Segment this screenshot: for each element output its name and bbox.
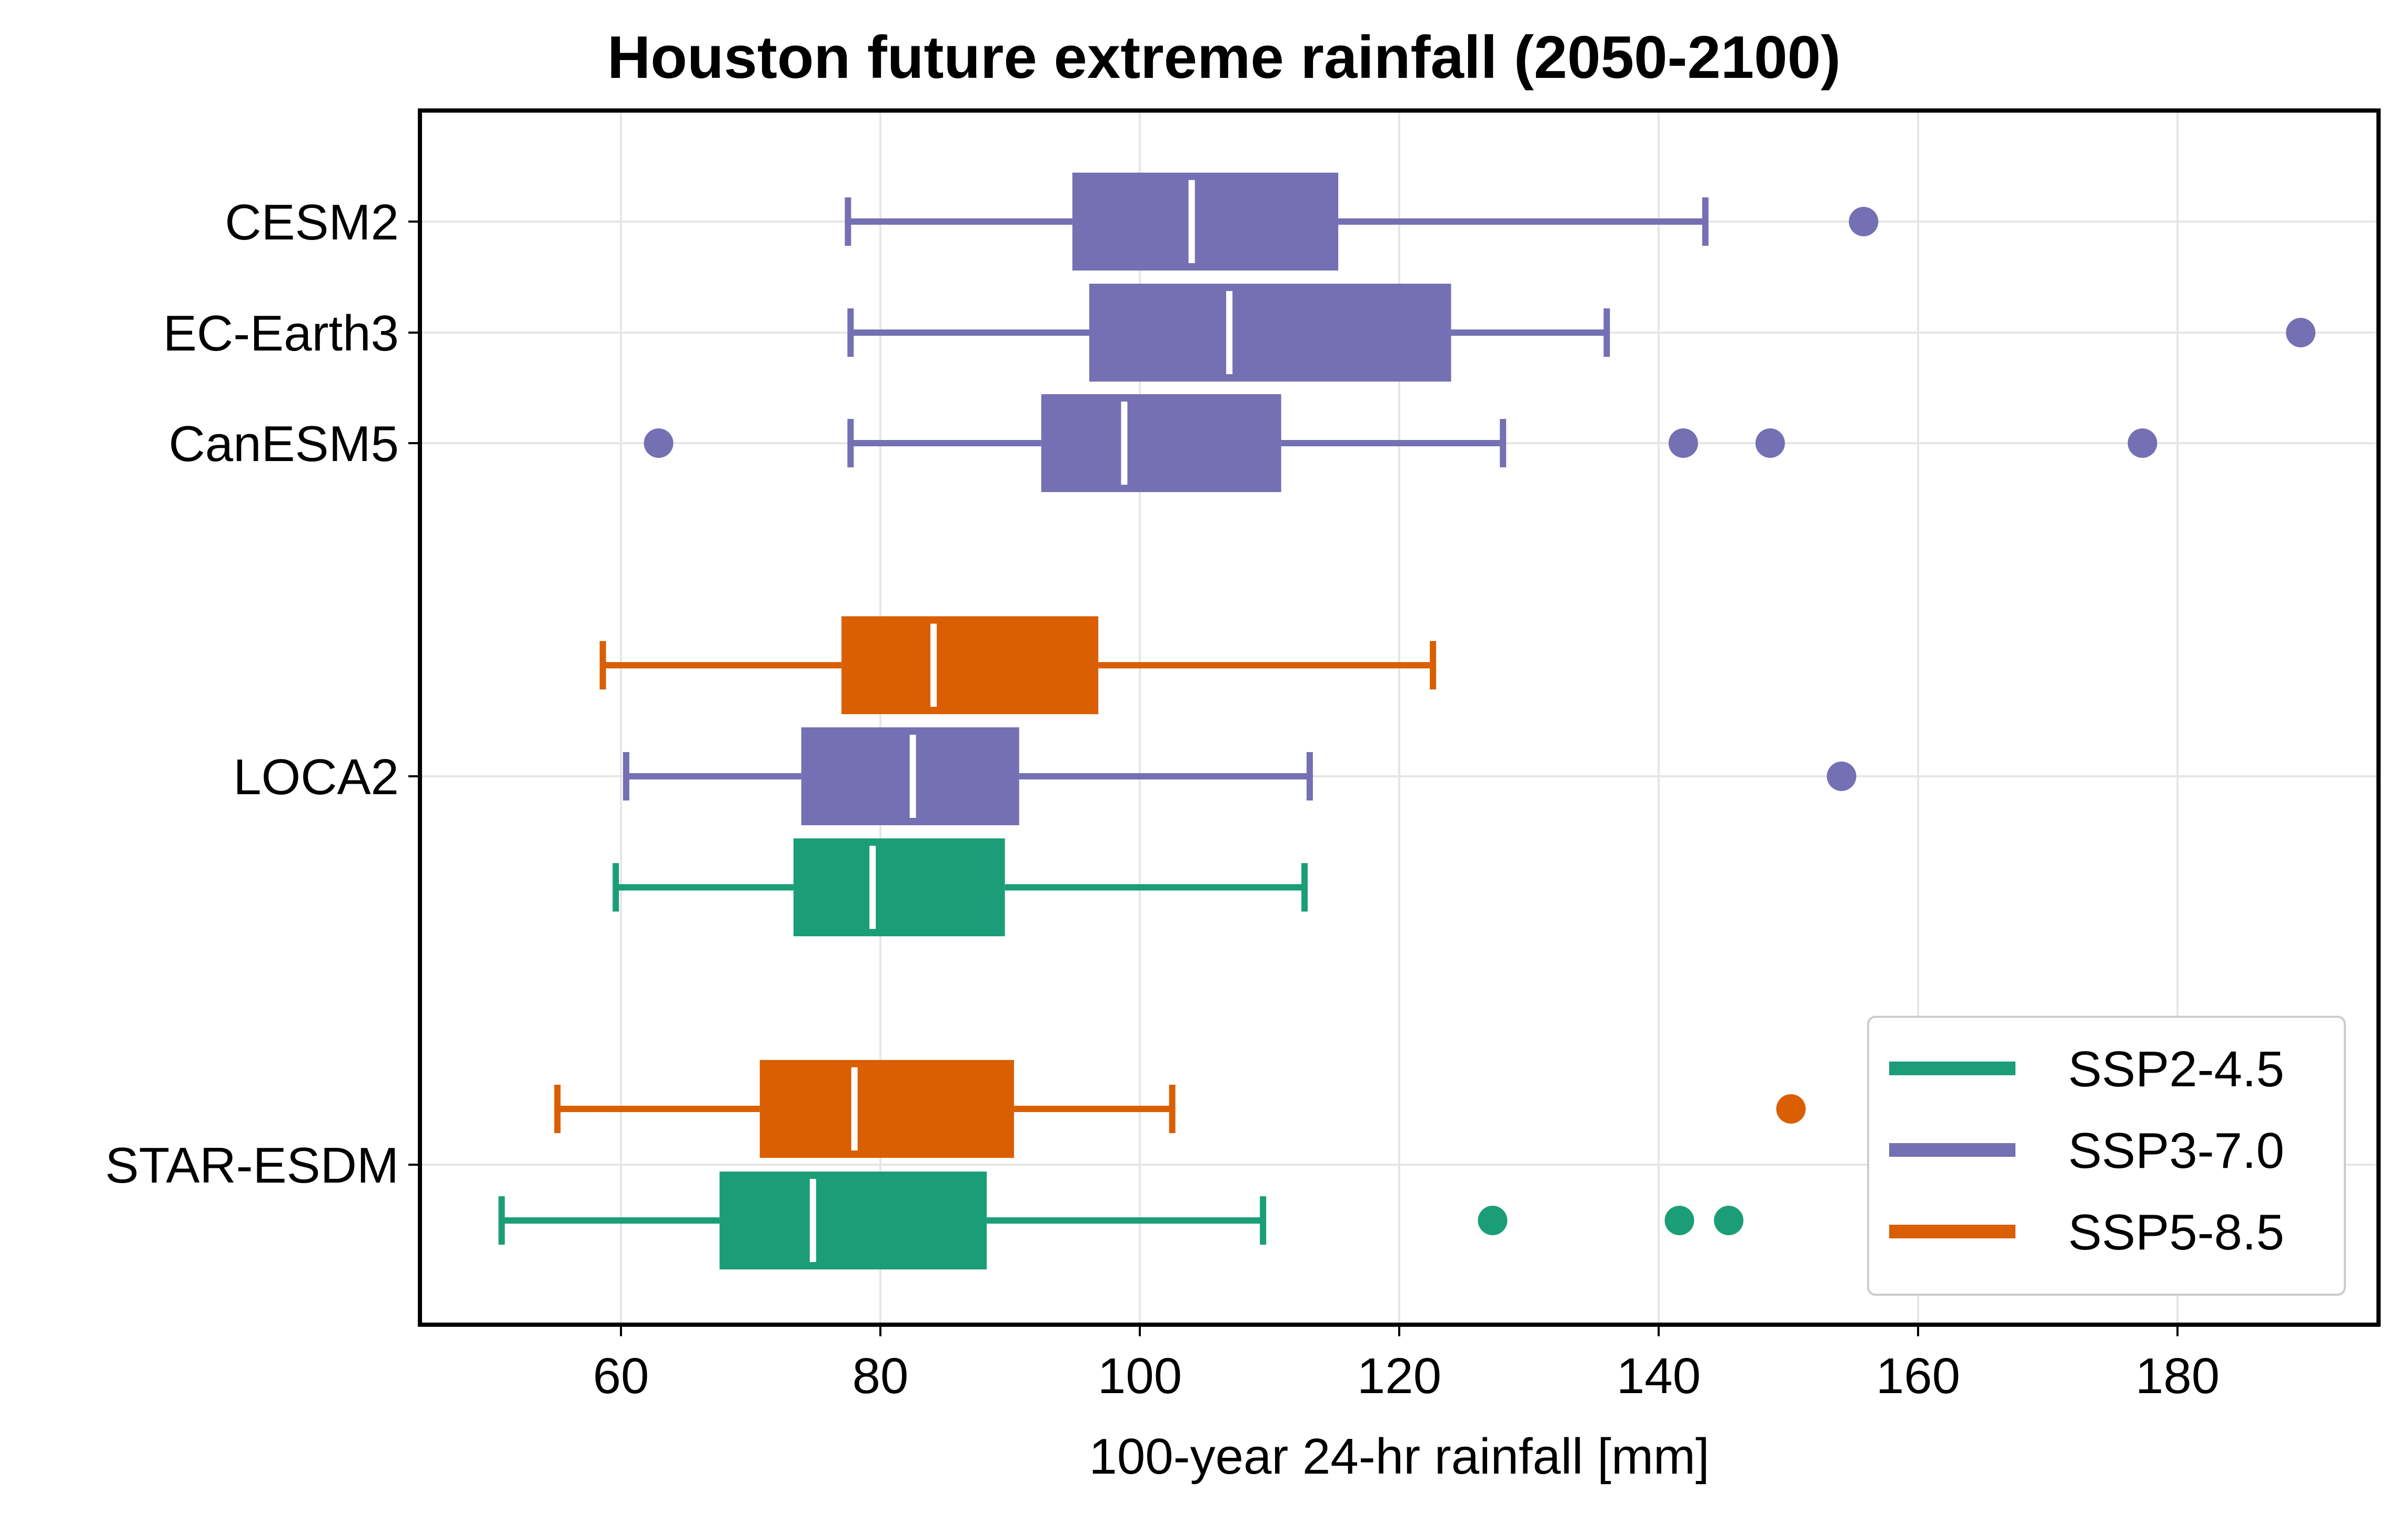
outlier-cesm2-ssp3-7-0-0 bbox=[1849, 207, 1879, 236]
legend: SSP2-4.5 SSP3-7.0 SSP5-8.5 bbox=[1867, 1016, 2346, 1296]
y-tick-label-star-esdm: STAR-ESDM bbox=[105, 1137, 399, 1194]
outlier-star-esdm-ssp2-4-5-2 bbox=[1714, 1206, 1744, 1235]
x-tick-label-140: 140 bbox=[1617, 1348, 1701, 1404]
iqr-box-star-esdm-ssp2-4-5 bbox=[719, 1172, 987, 1269]
outlier-canesm5-ssp3-7-0-0 bbox=[644, 428, 674, 458]
x-tick-label-120: 120 bbox=[1357, 1348, 1441, 1404]
legend-label-ssp5-8-5: SSP5-8.5 bbox=[2068, 1204, 2284, 1260]
x-tick-label-60: 60 bbox=[593, 1348, 649, 1404]
box-loca2-ssp2-4-5 bbox=[613, 838, 1308, 936]
y-tick-label-loca2: LOCA2 bbox=[233, 749, 399, 805]
outlier-star-esdm-ssp2-4-5-0 bbox=[1478, 1206, 1508, 1235]
outlier-canesm5-ssp3-7-0-2 bbox=[1755, 428, 1785, 458]
y-axis-ticks: CESM2 EC-Earth3 CanESM5 LOCA2 STAR-ESDM bbox=[105, 194, 420, 1194]
iqr-box-star-esdm-ssp5-8-5 bbox=[759, 1060, 1014, 1158]
y-tick-label-ec-earth3: EC-Earth3 bbox=[163, 305, 399, 362]
box-star-esdm-ssp5-8-5 bbox=[554, 1060, 1806, 1158]
iqr-box-loca2-ssp2-4-5 bbox=[793, 838, 1005, 936]
iqr-box-ec-earth3-ssp3-7-0 bbox=[1089, 284, 1451, 382]
iqr-box-cesm2-ssp3-7-0 bbox=[1072, 173, 1339, 271]
box-cesm2-ssp3-7-0 bbox=[845, 173, 1879, 271]
box-loca2-ssp5-8-5 bbox=[599, 616, 1437, 714]
iqr-box-canesm5-ssp3-7-0 bbox=[1041, 394, 1281, 492]
outlier-canesm5-ssp3-7-0-3 bbox=[2128, 428, 2158, 458]
x-tick-label-180: 180 bbox=[2135, 1348, 2220, 1404]
outlier-loca2-ssp3-7-0-0 bbox=[1827, 762, 1857, 791]
outlier-star-esdm-ssp2-4-5-1 bbox=[1664, 1206, 1694, 1235]
legend-label-ssp3-7-0: SSP3-7.0 bbox=[2068, 1123, 2284, 1179]
box-loca2-ssp3-7-0 bbox=[623, 727, 1857, 825]
y-tick-label-canesm5: CanESM5 bbox=[168, 416, 399, 472]
chart-title: Houston future extreme rainfall (2050-21… bbox=[607, 24, 1841, 91]
plot-frame bbox=[418, 108, 2381, 1327]
box-canesm5-ssp3-7-0 bbox=[644, 394, 2158, 492]
outlier-canesm5-ssp3-7-0-1 bbox=[1668, 428, 1698, 458]
legend-label-ssp2-4-5: SSP2-4.5 bbox=[2068, 1041, 2284, 1097]
x-tick-label-160: 160 bbox=[1876, 1348, 1960, 1404]
x-axis-label: 100-year 24-hr rainfall [mm] bbox=[1089, 1428, 1709, 1485]
x-tick-label-80: 80 bbox=[852, 1348, 909, 1404]
outlier-ec-earth3-ssp3-7-0-0 bbox=[2286, 318, 2316, 347]
x-axis-ticks: 60 80 100 120 140 160 180 bbox=[593, 1325, 2220, 1404]
x-tick-label-100: 100 bbox=[1098, 1348, 1182, 1404]
y-tick-label-cesm2: CESM2 bbox=[225, 194, 399, 251]
box-star-esdm-ssp2-4-5 bbox=[498, 1172, 1744, 1269]
boxplot-marks bbox=[498, 173, 2316, 1269]
iqr-box-loca2-ssp5-8-5 bbox=[841, 616, 1099, 714]
outlier-star-esdm-ssp5-8-5-0 bbox=[1776, 1094, 1806, 1124]
box-ec-earth3-ssp3-7-0 bbox=[847, 284, 2316, 382]
